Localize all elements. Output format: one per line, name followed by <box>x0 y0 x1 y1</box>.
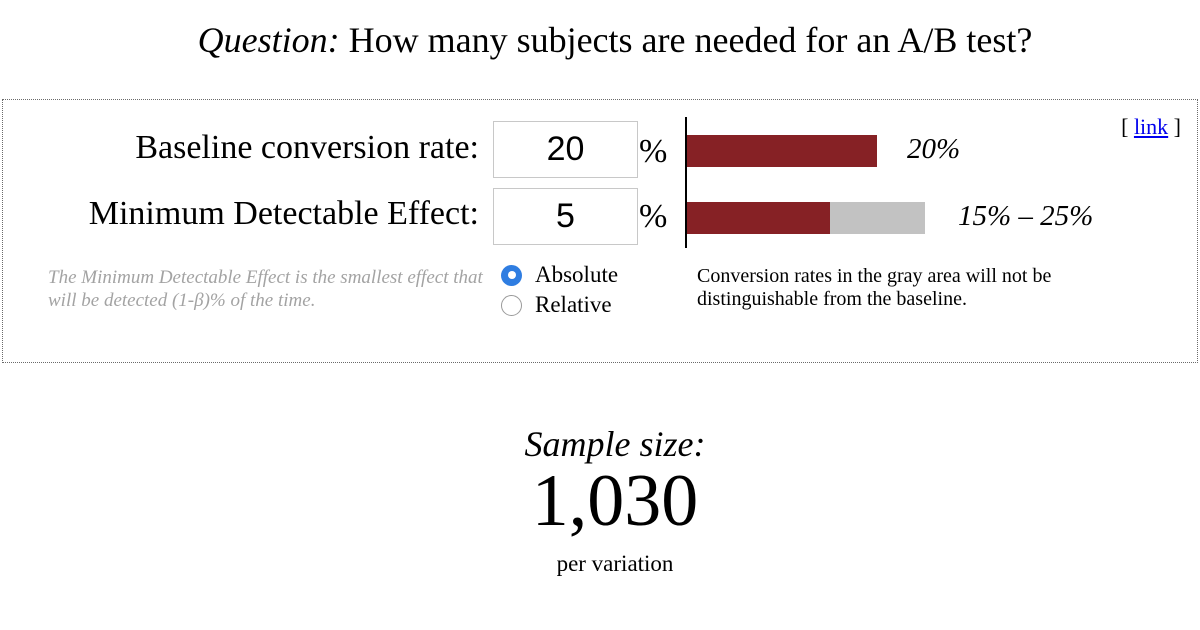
link-bracket-open: [ <box>1121 114 1129 139</box>
radio-relative-label[interactable]: Relative <box>535 292 612 317</box>
radio-absolute-indicator[interactable] <box>501 264 522 286</box>
calculator-panel: [ link ] Baseline conversion rate: % Min… <box>2 99 1198 363</box>
radio-absolute[interactable]: Absolute <box>501 261 618 289</box>
mde-label: Minimum Detectable Effect: <box>88 195 479 232</box>
permalink-link[interactable]: link <box>1133 114 1169 139</box>
baseline-rate-input[interactable] <box>493 121 638 178</box>
baseline-percent-sign: % <box>639 133 668 170</box>
mde-indistinguishable-range-bar <box>829 202 925 234</box>
question-text: How many subjects are needed for an A/B … <box>348 20 1033 60</box>
radio-relative[interactable]: Relative <box>501 291 612 319</box>
mde-explanation-text: The Minimum Detectable Effect is the sma… <box>48 267 483 311</box>
baseline-rate-bar <box>687 135 877 167</box>
question-prefix: Question: <box>197 20 340 60</box>
radio-relative-indicator[interactable] <box>501 294 522 316</box>
mde-input[interactable] <box>493 188 638 245</box>
sample-size-label: Sample size: <box>524 424 706 464</box>
baseline-bar-label: 20% <box>907 133 961 165</box>
link-wrapper: [ link ] <box>1121 114 1181 140</box>
mde-range-label: 15% – 25% <box>958 200 1094 232</box>
radio-absolute-label[interactable]: Absolute <box>535 262 619 287</box>
link-bracket-close: ] <box>1173 114 1181 139</box>
question-title: Question: How many subjects are needed f… <box>0 18 1200 62</box>
baseline-rate-label: Baseline conversion rate: <box>135 129 479 166</box>
mde-percent-sign: % <box>639 198 668 235</box>
gray-area-note: Conversion rates in the gray area will n… <box>697 265 1052 310</box>
mde-lower-bound-bar <box>687 202 830 234</box>
bar-axis-line <box>685 117 687 248</box>
sample-size-value: 1,030 <box>531 460 699 542</box>
per-variation-note: per variation <box>556 551 674 576</box>
